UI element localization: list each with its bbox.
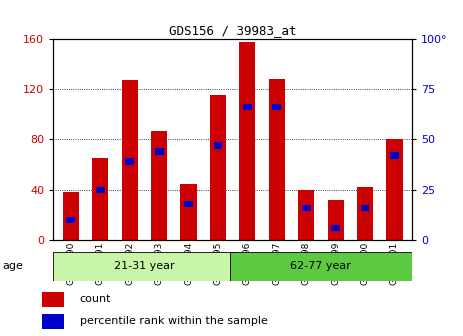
Bar xyxy=(184,201,193,207)
Text: 62-77 year: 62-77 year xyxy=(290,261,351,271)
Bar xyxy=(155,149,163,155)
Bar xyxy=(42,314,64,329)
Bar xyxy=(181,183,197,240)
Text: count: count xyxy=(80,294,111,304)
Text: age: age xyxy=(2,261,23,271)
Bar xyxy=(53,252,236,281)
Bar xyxy=(230,252,412,281)
Bar xyxy=(302,205,311,211)
Bar xyxy=(272,104,281,110)
Bar xyxy=(210,95,226,240)
Bar xyxy=(269,79,285,240)
Bar xyxy=(67,217,75,223)
Bar xyxy=(125,159,134,165)
Bar xyxy=(239,42,256,240)
Bar xyxy=(327,200,344,240)
Bar xyxy=(122,80,138,240)
Bar xyxy=(213,142,222,149)
Bar xyxy=(63,192,79,240)
Bar xyxy=(357,187,373,240)
Bar xyxy=(298,190,314,240)
Bar xyxy=(96,187,105,193)
Text: percentile rank within the sample: percentile rank within the sample xyxy=(80,316,268,326)
Bar xyxy=(92,158,108,240)
Bar xyxy=(42,292,64,307)
Bar xyxy=(390,153,399,159)
Text: 21-31 year: 21-31 year xyxy=(114,261,175,271)
Title: GDS156 / 39983_at: GDS156 / 39983_at xyxy=(169,25,296,38)
Bar xyxy=(243,104,252,110)
Bar xyxy=(331,225,340,231)
Bar xyxy=(151,131,167,240)
Bar xyxy=(361,205,369,211)
Bar xyxy=(386,139,402,240)
